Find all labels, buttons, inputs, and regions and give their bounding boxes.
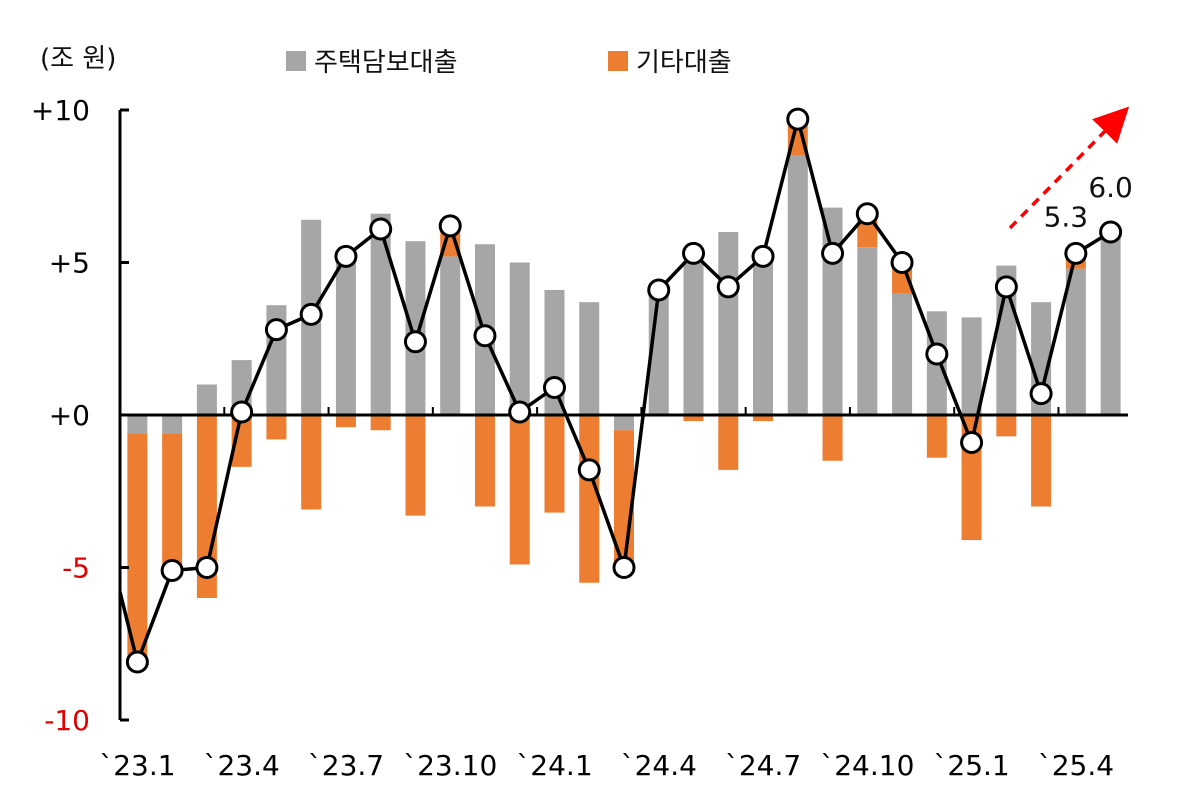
unit-label: (조 원) <box>40 44 117 74</box>
bar-other-23 <box>926 415 947 458</box>
bar-other-13 <box>579 415 600 583</box>
bar-other-6 <box>335 415 356 428</box>
y-tick-label-1: +5 <box>49 247 90 280</box>
bar-other-5 <box>301 415 322 510</box>
x-tick-label-7: `24.10 <box>820 749 914 782</box>
total-point-26 <box>1029 382 1053 406</box>
bar-other-26 <box>1031 415 1052 507</box>
y-tick-label-4: -10 <box>44 704 90 737</box>
total-point-27 <box>1064 241 1088 265</box>
total-point-20 <box>821 241 845 265</box>
bar-mortgage-16 <box>683 262 704 415</box>
total-point-18 <box>751 244 775 268</box>
bar-mortgage-18 <box>753 262 774 415</box>
bar-other-12 <box>544 415 565 513</box>
x-tick-label-1: `23.4 <box>203 749 279 782</box>
total-point-13 <box>577 458 601 482</box>
total-point-10 <box>473 324 497 348</box>
bar-other-17 <box>718 415 739 470</box>
total-point-19 <box>786 107 810 131</box>
bar-other-18 <box>753 415 774 422</box>
bar-mortgage-19 <box>787 155 808 415</box>
bar-mortgage-27 <box>1065 268 1086 415</box>
bar-mortgage-9 <box>440 256 461 415</box>
x-tick-label-6: `24.7 <box>725 749 801 782</box>
total-point-25 <box>994 275 1018 299</box>
bar-mortgage-24 <box>961 317 982 415</box>
bar-mortgage-28 <box>1100 238 1121 415</box>
bar-mortgage-0 <box>127 415 148 434</box>
total-point-9 <box>438 214 462 238</box>
legend-item-mortgage: 주택담보대출 <box>286 42 458 79</box>
data-label-1: 6.0 <box>1088 171 1133 204</box>
y-tick-label-3: -5 <box>62 552 90 585</box>
total-point-8 <box>403 330 427 354</box>
total-point-3 <box>230 400 254 424</box>
bar-other-4 <box>266 415 287 440</box>
x-tick-label-8: `25.1 <box>933 749 1009 782</box>
total-point-12 <box>542 376 566 400</box>
total-point-11 <box>508 400 532 424</box>
bar-other-10 <box>474 415 495 507</box>
bar-other-25 <box>996 415 1017 437</box>
trend-arrow <box>1008 106 1130 230</box>
bar-other-16 <box>683 415 704 422</box>
bar-mortgage-7 <box>370 213 391 415</box>
total-point-28 <box>1099 220 1123 244</box>
total-point-21 <box>855 202 879 226</box>
x-tick-label-0: `23.1 <box>99 749 175 782</box>
total-point-14 <box>612 556 636 579</box>
bar-mortgage-6 <box>335 259 356 415</box>
total-point-6 <box>334 244 358 268</box>
bar-mortgage-22 <box>892 293 913 415</box>
x-tick-label-9: `25.4 <box>1038 749 1114 782</box>
bar-mortgage-13 <box>579 302 600 415</box>
bar-other-8 <box>405 415 426 516</box>
total-point-5 <box>299 302 323 326</box>
bar-other-7 <box>370 415 391 431</box>
total-point-22 <box>890 251 914 274</box>
data-label-0: 5.3 <box>1044 200 1089 233</box>
bar-mortgage-2 <box>196 384 217 415</box>
total-point-24 <box>960 430 984 454</box>
total-point-17 <box>716 275 740 299</box>
x-tick-label-5: `24.4 <box>621 749 697 782</box>
bar-other-11 <box>509 415 530 565</box>
legend-label-other: 기타대출 <box>636 48 732 78</box>
x-tick-label-3: `23.10 <box>403 749 497 782</box>
total-point-23 <box>925 342 949 366</box>
legend-label-mortgage: 주택담보대출 <box>314 48 458 78</box>
total-point-1 <box>160 559 184 583</box>
bar-mortgage-17 <box>718 232 739 415</box>
total-point-0 <box>125 650 149 674</box>
total-line <box>118 117 1112 664</box>
y-tick-label-0: +10 <box>31 94 90 127</box>
y-tick-label-2: +0 <box>49 399 90 432</box>
total-point-16 <box>682 241 706 265</box>
bar-other-20 <box>822 415 843 461</box>
x-tick-label-4: `24.1 <box>516 749 592 782</box>
legend-item-other: 기타대출 <box>608 42 732 79</box>
bar-other-1 <box>162 433 183 571</box>
bar-mortgage-21 <box>857 247 878 415</box>
bar-mortgage-20 <box>822 207 843 415</box>
bar-mortgage-1 <box>162 415 183 434</box>
bar-mortgage-14 <box>614 415 634 431</box>
legend-swatch-other <box>608 50 628 71</box>
total-point-15 <box>647 278 671 302</box>
legend-swatch-mortgage <box>286 50 306 71</box>
total-point-2 <box>195 556 219 579</box>
x-tick-label-2: `23.7 <box>308 749 384 782</box>
total-point-4 <box>264 318 288 342</box>
bar-mortgage-11 <box>509 262 530 415</box>
bar-other-0 <box>127 433 148 663</box>
bar-mortgage-8 <box>405 241 426 415</box>
total-point-7 <box>369 217 393 241</box>
